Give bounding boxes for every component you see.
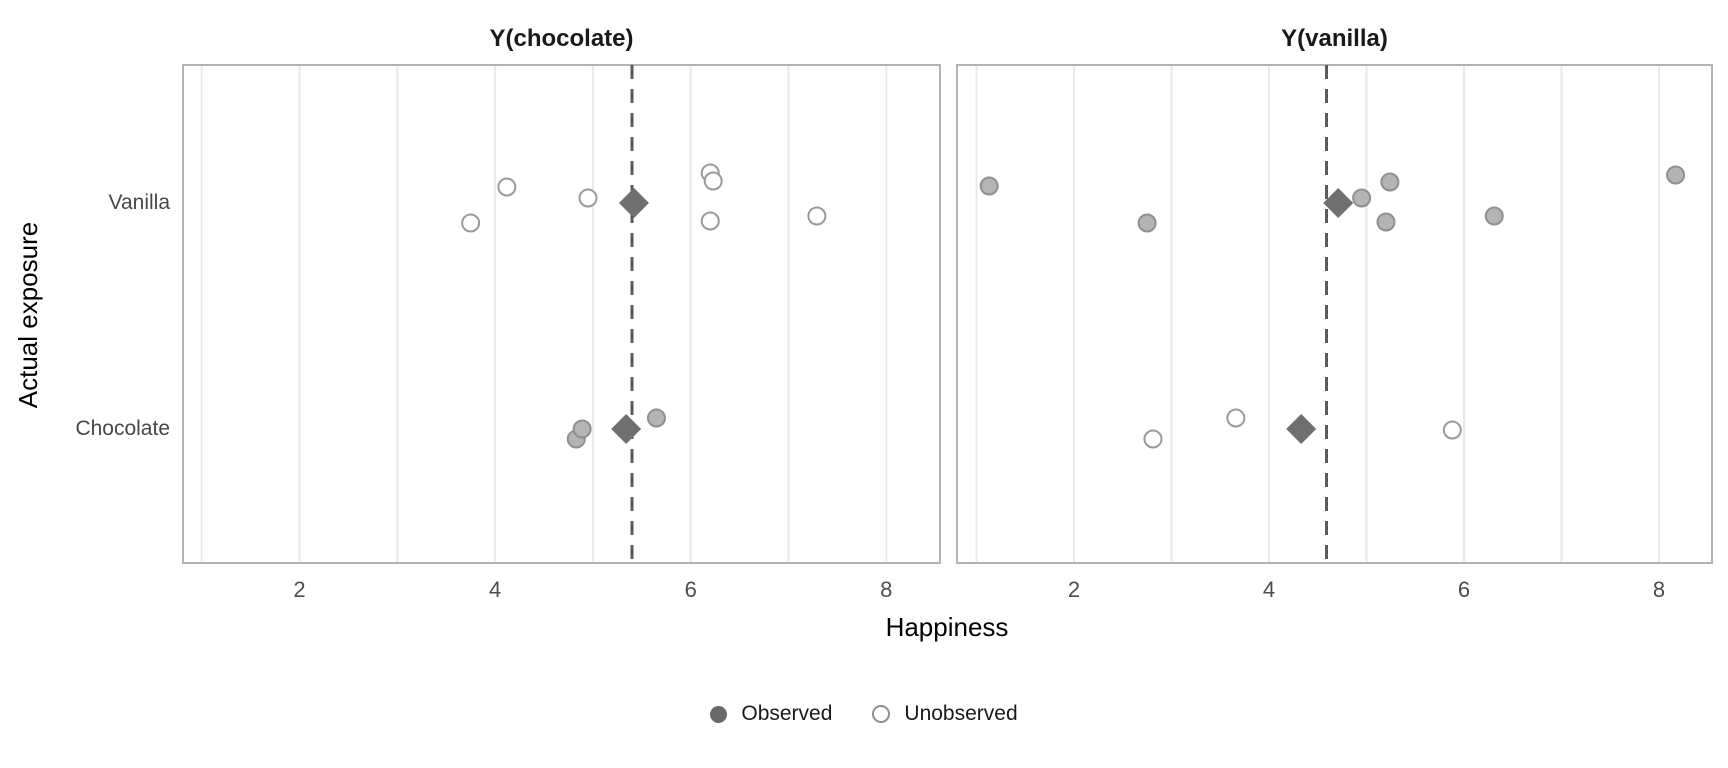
point-observed	[572, 419, 592, 439]
point-observed	[1666, 165, 1686, 185]
facet-title-y-vanilla: Y(vanilla)	[1281, 25, 1388, 52]
category-label-chocolate: Chocolate	[75, 417, 170, 440]
x-tick-label: 2	[1068, 577, 1080, 602]
legend-label-observed: Observed	[741, 702, 833, 725]
facet-title-y-chocolate: Y(chocolate)	[489, 25, 634, 52]
x-tick-label: 8	[880, 577, 892, 602]
point-observed	[1376, 212, 1396, 232]
category-label-vanilla: Vanilla	[108, 191, 170, 214]
point-unobserved	[700, 211, 720, 231]
x-tick-label: 4	[489, 577, 501, 602]
y-axis-title: Actual exposure	[13, 221, 43, 409]
panel-border	[182, 64, 941, 564]
unobserved-marker-icon	[872, 705, 891, 723]
group-mean-diamond	[618, 188, 649, 218]
x-tick-label: 4	[1263, 577, 1275, 602]
group-mean-diamond	[611, 414, 642, 444]
group-mean-diamond	[1286, 414, 1317, 444]
panel-border	[956, 64, 1713, 564]
point-observed	[1380, 172, 1400, 192]
point-unobserved	[807, 206, 827, 226]
group-mean-diamond	[1323, 188, 1354, 218]
legend-item-observed: Observed	[710, 702, 832, 726]
point-observed	[1352, 188, 1372, 208]
point-unobserved	[578, 188, 598, 208]
x-tick-label: 8	[1653, 577, 1665, 602]
x-tick-label: 6	[1458, 577, 1470, 602]
point-observed	[1484, 206, 1504, 226]
point-observed	[646, 408, 666, 428]
x-tick-label: 6	[685, 577, 697, 602]
point-unobserved	[1442, 420, 1462, 440]
point-unobserved	[461, 213, 481, 233]
point-unobserved	[1226, 408, 1246, 428]
point-observed	[979, 176, 999, 196]
legend: Observed Unobserved	[0, 698, 1728, 730]
point-observed	[1137, 213, 1157, 233]
x-tick-label: 2	[293, 577, 305, 602]
point-unobserved	[703, 171, 723, 191]
point-unobserved	[1143, 429, 1163, 449]
point-unobserved	[497, 177, 517, 197]
legend-item-unobserved: Unobserved	[872, 702, 1018, 726]
x-axis-title: Happiness	[885, 612, 1009, 642]
legend-label-unobserved: Unobserved	[904, 702, 1018, 725]
observed-marker-icon	[710, 705, 728, 723]
